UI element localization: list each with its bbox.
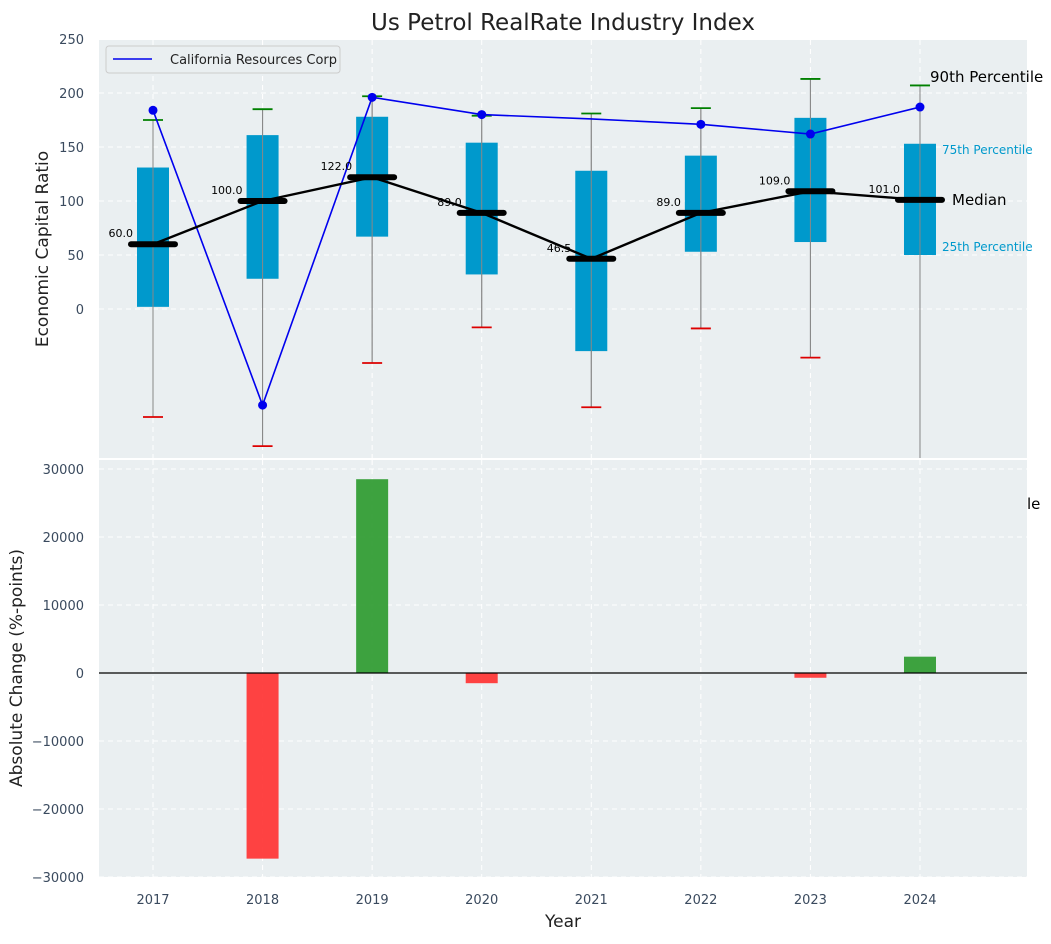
median-value-label: 109.0 bbox=[759, 174, 791, 187]
bottom-y-tick: −10000 bbox=[32, 735, 84, 750]
change-bar bbox=[794, 673, 827, 678]
company-point bbox=[148, 105, 158, 115]
company-point bbox=[258, 400, 268, 410]
median-value-label: 89.0 bbox=[437, 196, 462, 209]
x-tick: 2024 bbox=[903, 893, 936, 908]
x-tick: 2018 bbox=[246, 893, 279, 908]
company-point bbox=[367, 92, 377, 102]
x-tick: 2019 bbox=[356, 893, 389, 908]
x-axis-title: Year bbox=[544, 912, 581, 932]
company-point bbox=[805, 129, 815, 139]
bottom-y-tick: 0 bbox=[76, 667, 84, 682]
bottom-y-tick-labels: −30000 −20000 −10000 0 10000 20000 30000 bbox=[32, 463, 84, 886]
x-tick: 2017 bbox=[136, 893, 169, 908]
bottom-y-tick: −20000 bbox=[32, 803, 84, 818]
change-bar bbox=[465, 673, 498, 684]
x-tick-labels: 2017 2018 2019 2020 2021 2022 2023 2024 bbox=[136, 893, 936, 908]
median-value-label: 89.0 bbox=[656, 196, 681, 209]
change-bar bbox=[903, 656, 936, 673]
median-value-label: 46.5 bbox=[547, 242, 572, 255]
company-line bbox=[152, 96, 921, 408]
company-series bbox=[148, 92, 925, 410]
company-point bbox=[477, 110, 487, 120]
bottom-plot-area bbox=[99, 460, 1027, 877]
bottom-y-tick: −30000 bbox=[32, 871, 84, 886]
stray-annotation-text: le bbox=[1027, 495, 1040, 513]
change-bar bbox=[356, 479, 389, 673]
top-y-tick: 150 bbox=[59, 141, 84, 156]
top-y-tick: 250 bbox=[59, 33, 84, 48]
company-point bbox=[696, 119, 706, 129]
bottom-y-tick: 10000 bbox=[43, 599, 84, 614]
annotation-90th-percentile: 90th Percentile bbox=[930, 68, 1043, 86]
legend-label: California Resources Corp bbox=[170, 53, 337, 68]
legend-box bbox=[105, 45, 341, 74]
top-y-tick: 100 bbox=[59, 195, 84, 210]
median-trend-line bbox=[152, 175, 921, 261]
annotation-median: Median bbox=[952, 191, 1007, 209]
median-value-label: 101.0 bbox=[868, 183, 900, 196]
bottom-y-tick: 30000 bbox=[43, 463, 84, 478]
top-y-tick: 200 bbox=[59, 87, 84, 102]
change-bars bbox=[246, 479, 936, 859]
median-line-group: 60.0 100.0 122.0 89.0 46.5 89.0 109.0 101.0 bbox=[109, 160, 945, 262]
percentile-annotations: 90th Percentile 75th Percentile Median 2… bbox=[930, 68, 1043, 254]
median-value-label: 100.0 bbox=[211, 184, 243, 197]
change-bar bbox=[246, 673, 279, 859]
median-value-label: 60.0 bbox=[109, 227, 134, 240]
x-tick: 2020 bbox=[465, 893, 498, 908]
bottom-y-tick: 20000 bbox=[43, 531, 84, 546]
top-y-tick-labels: 0 50 100 150 200 250 bbox=[59, 33, 84, 318]
top-y-axis-title: Economic Capital Ratio bbox=[33, 151, 53, 347]
annotation-25th-percentile: 25th Percentile bbox=[942, 240, 1033, 254]
company-point bbox=[915, 102, 925, 112]
legend[interactable]: California Resources Corp bbox=[105, 45, 341, 74]
x-tick: 2023 bbox=[794, 893, 827, 908]
top-y-tick: 50 bbox=[67, 249, 84, 264]
chart-title: Us Petrol RealRate Industry Index bbox=[371, 10, 755, 36]
top-y-tick: 0 bbox=[76, 303, 84, 318]
x-tick: 2021 bbox=[575, 893, 608, 908]
annotation-75th-percentile: 75th Percentile bbox=[942, 143, 1033, 157]
x-tick: 2022 bbox=[684, 893, 717, 908]
median-value-label: 122.0 bbox=[321, 160, 353, 173]
bottom-y-axis-title: Absolute Change (%-points) bbox=[7, 549, 27, 787]
